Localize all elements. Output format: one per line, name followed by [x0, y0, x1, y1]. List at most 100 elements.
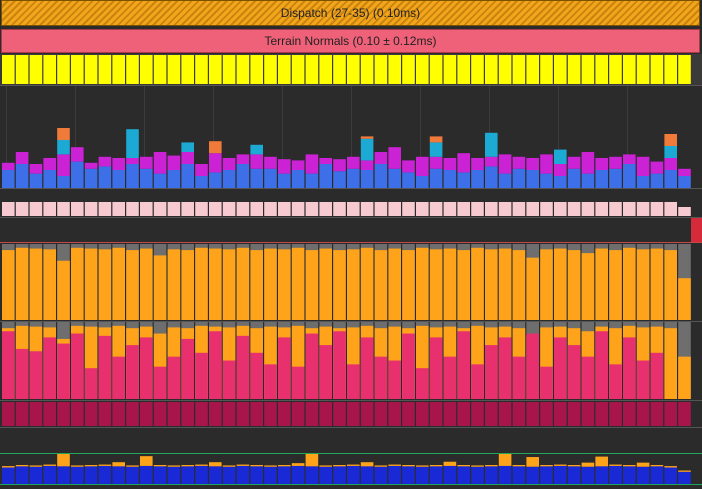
stacked-segment — [429, 142, 443, 157]
stacked-segment — [222, 170, 236, 188]
track-divider — [0, 242, 702, 243]
maroon-frame-bar — [153, 402, 167, 426]
gold-spike-bar — [498, 453, 512, 466]
yellow-frame-bar — [291, 55, 305, 84]
stacked-segment — [595, 170, 608, 188]
stacked-segment — [71, 147, 84, 162]
dispatch-event-bar[interactable]: Dispatch (27-35) (0.10ms) — [1, 0, 700, 26]
rose-frame-bar — [402, 333, 415, 399]
deep-blue-frame-bar — [360, 466, 374, 484]
track-divider — [0, 188, 702, 189]
stacked-segment — [15, 164, 29, 188]
stacked-segment — [388, 168, 401, 188]
pink-frame-bar — [678, 207, 691, 216]
gold-frame-bar — [15, 247, 29, 320]
gold-spike-bar — [29, 465, 43, 467]
yellow-frame-bar — [623, 55, 636, 84]
deep-blue-frame-bar — [609, 465, 622, 484]
stacked-segment — [429, 136, 443, 143]
maroon-frame-bar — [636, 402, 650, 426]
gold-frame-bar — [347, 249, 360, 320]
pink-frame-bar — [567, 202, 581, 216]
grid-line — [6, 86, 7, 188]
grid-line — [351, 86, 352, 188]
maroon-frame-bar — [623, 402, 636, 426]
gold-spike-bar — [291, 463, 305, 466]
gold-frame-bar — [250, 250, 263, 320]
pink-frame-bar — [333, 202, 346, 216]
yellow-frame-bar — [71, 55, 84, 84]
stacked-segment — [360, 160, 374, 170]
stacked-segment — [29, 164, 43, 174]
stacked-segment — [319, 164, 332, 188]
rose-frame-bar — [250, 352, 263, 399]
yellow-frame-bar — [360, 55, 374, 84]
maroon-frame-bar — [443, 402, 457, 426]
maroon-frame-bar — [609, 402, 622, 426]
deep-blue-frame-bar — [512, 466, 526, 484]
gold-frame-bar — [402, 250, 415, 320]
stacked-segment — [526, 158, 539, 170]
gold-spike-bar — [305, 453, 319, 467]
stacked-segment — [360, 170, 374, 188]
deep-blue-frame-bar — [443, 465, 457, 484]
pink-frame-bar — [347, 202, 360, 216]
rose-frame-bar — [485, 345, 498, 399]
stacked-segment — [443, 158, 457, 170]
gold-frame-bar — [664, 250, 677, 320]
rose-frame-bar — [181, 338, 194, 399]
rose-frame-bar — [15, 348, 29, 399]
stacked-segment — [595, 158, 608, 170]
deep-blue-frame-bar — [554, 465, 567, 484]
stacked-segment — [636, 156, 650, 176]
pink-frame-bar — [222, 202, 236, 216]
maroon-frame-bar — [29, 402, 43, 426]
stacked-segment — [57, 128, 70, 140]
pink-frame-bar — [305, 202, 319, 216]
gold-spike-bar — [153, 465, 167, 467]
rose-frame-bar — [498, 337, 512, 399]
gold-frame-bar — [664, 328, 677, 399]
pink-frame-bar — [581, 202, 595, 216]
maroon-frame-bar — [195, 402, 208, 426]
gold-frame-bar — [526, 257, 539, 320]
maroon-frame-bar — [554, 402, 567, 426]
gold-spike-bar — [540, 465, 553, 467]
maroon-frame-bar — [2, 402, 15, 426]
stacked-segment — [485, 156, 498, 167]
stacked-segment — [305, 173, 319, 188]
pink-frame-bar — [71, 202, 84, 216]
gold-spike-bar — [278, 465, 291, 467]
deep-blue-frame-bar — [623, 466, 636, 484]
gold-frame-bar — [512, 250, 526, 320]
stacked-segment — [581, 152, 595, 174]
terrain-normals-event-bar[interactable]: Terrain Normals (0.10 ± 0.12ms) — [1, 29, 700, 53]
stacked-segment — [126, 129, 139, 158]
yellow-frame-bar — [664, 55, 677, 84]
yellow-frame-bar — [471, 55, 484, 84]
pink-frame-bar — [416, 202, 429, 216]
stacked-segment — [498, 173, 512, 188]
stacked-segment — [623, 164, 636, 188]
pink-frame-bar — [126, 202, 139, 216]
deep-blue-frame-bar — [664, 467, 677, 484]
stacked-segment — [126, 158, 139, 164]
grid-line — [627, 86, 628, 188]
rose-frame-bar — [43, 337, 56, 399]
pink-frame-bar — [595, 202, 608, 216]
gold-frame-bar — [623, 247, 636, 320]
gold-frame-bar — [2, 250, 15, 320]
yellow-frame-bar — [29, 55, 43, 84]
gold-spike-bar — [416, 465, 429, 467]
deep-blue-frame-bar — [567, 466, 581, 484]
gold-spike-bar — [71, 465, 84, 467]
stacked-segment — [609, 168, 622, 188]
gold-frame-bar — [57, 260, 70, 320]
stacked-segment — [209, 172, 222, 188]
gold-spike-bar — [57, 453, 70, 467]
pink-frame-bar — [485, 202, 498, 216]
frame-tracks[interactable] — [0, 54, 702, 489]
gold-spike-bar — [457, 465, 470, 467]
gold-frame-bar — [112, 247, 125, 320]
pink-frame-bar — [457, 202, 470, 216]
